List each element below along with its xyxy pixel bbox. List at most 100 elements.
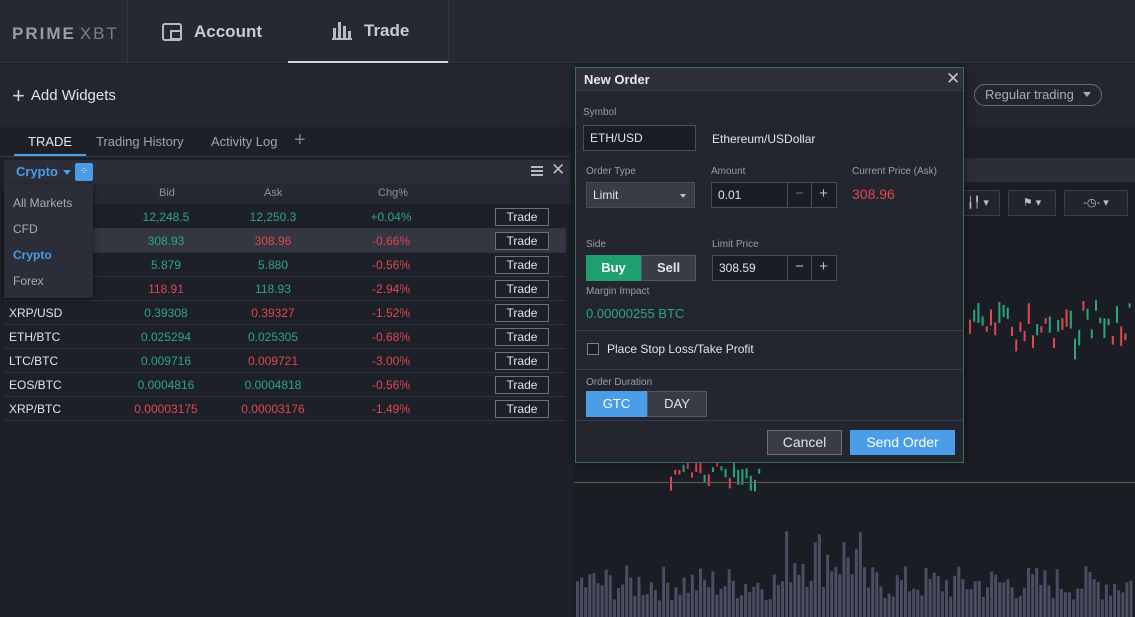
- dropdown-item-all-markets[interactable]: All Markets: [13, 196, 73, 210]
- indicator-button[interactable]: ⚑ ▾: [1008, 190, 1056, 216]
- wallet-icon: [162, 22, 182, 41]
- volume-bar: [645, 594, 649, 617]
- order-type-select[interactable]: Limit: [586, 182, 695, 208]
- add-tab-icon[interactable]: +: [294, 129, 306, 151]
- row-ask: 0.00003176: [241, 402, 305, 416]
- volume-bar: [826, 554, 830, 617]
- limit-price-increment-button[interactable]: +: [811, 256, 835, 280]
- cancel-button[interactable]: Cancel: [767, 430, 842, 455]
- candle: [1048, 316, 1051, 333]
- trade-button[interactable]: Trade: [495, 256, 549, 274]
- candle: [712, 467, 714, 473]
- table-row[interactable]: 308.93 308.96 -0.66% Trade: [4, 229, 566, 253]
- tab-activity-log[interactable]: Activity Log: [211, 134, 278, 149]
- buy-button[interactable]: Buy: [586, 255, 641, 281]
- volume-bar: [735, 598, 739, 617]
- chevron-down-icon: [62, 170, 71, 176]
- market-filter-dropdown: All Markets CFD Crypto Forex: [4, 184, 93, 298]
- volume-bar: [916, 589, 920, 617]
- candle: [686, 462, 689, 469]
- candle: [678, 469, 681, 475]
- amount-input[interactable]: 0.01: [718, 188, 742, 202]
- stop-loss-checkbox[interactable]: [587, 343, 599, 355]
- hamburger-menu-icon[interactable]: [531, 166, 543, 176]
- volume-bar: [789, 582, 793, 617]
- volume-bar: [617, 587, 620, 617]
- row-bid: 308.93: [147, 234, 185, 248]
- candle: [1057, 319, 1060, 332]
- row-symbol: XRP/USD: [9, 306, 63, 320]
- volume-bar: [633, 595, 637, 617]
- trade-button[interactable]: Trade: [495, 328, 549, 346]
- candle: [1015, 339, 1018, 352]
- limit-price-input[interactable]: 308.59: [719, 261, 756, 275]
- limit-price-decrement-button[interactable]: −: [787, 256, 811, 280]
- tab-trade[interactable]: TRADE: [13, 134, 87, 156]
- symbol-input[interactable]: ETH/USD: [583, 125, 696, 151]
- close-icon[interactable]: ✕: [946, 69, 961, 88]
- table-row[interactable]: XRP/USD 0.39308 0.39327 -1.52% Trade: [4, 301, 566, 325]
- nav-divider: [127, 0, 128, 63]
- sell-button[interactable]: Sell: [641, 255, 696, 281]
- table-row[interactable]: 12,248.5 12,250.3 +0.04% Trade: [4, 205, 566, 229]
- gtc-button[interactable]: GTC: [586, 391, 647, 417]
- volume-bar: [887, 593, 891, 617]
- trade-button[interactable]: Trade: [495, 400, 549, 418]
- order-type-label: Order Type: [586, 166, 636, 177]
- candle: [1019, 321, 1022, 332]
- candle: [691, 472, 693, 478]
- row-symbol: LTC/BTC: [9, 354, 59, 368]
- volume-bar: [785, 531, 789, 617]
- nav-tab-trade[interactable]: Trade: [288, 0, 448, 63]
- row-bid: 12,248.5: [142, 210, 190, 224]
- candle: [674, 469, 677, 475]
- volume-bar: [842, 542, 846, 617]
- volume-bar: [1076, 588, 1080, 617]
- limit-price-stepper[interactable]: 308.59 − +: [712, 255, 837, 281]
- row-bid: 0.025294: [140, 330, 192, 344]
- dropdown-item-cfd[interactable]: CFD: [13, 222, 38, 236]
- dropdown-item-forex[interactable]: Forex: [13, 274, 44, 288]
- amount-stepper[interactable]: 0.01 − +: [711, 182, 837, 208]
- add-widgets-button[interactable]: + Add Widgets: [12, 84, 116, 106]
- volume-bar: [1100, 599, 1104, 617]
- table-row[interactable]: EOS/BTC 0.0004816 0.0004818 -0.56% Trade: [4, 373, 566, 397]
- volume-bar: [727, 569, 731, 617]
- prime-xbt-logo[interactable]: PRIME XBT: [12, 24, 119, 44]
- candle: [1006, 307, 1009, 320]
- table-row[interactable]: ETH/BTC 0.025294 0.025305 -0.68% Trade: [4, 325, 566, 349]
- send-order-button[interactable]: Send Order: [850, 430, 955, 455]
- trade-button[interactable]: Trade: [495, 208, 549, 226]
- volume-bar: [879, 586, 883, 617]
- regular-trading-select[interactable]: Regular trading: [974, 84, 1102, 106]
- trade-button[interactable]: Trade: [495, 304, 549, 322]
- column-bid: Bid: [159, 187, 175, 199]
- table-row[interactable]: XRP/BTC 0.00003175 0.00003176 -1.49% Trade: [4, 397, 566, 421]
- volume-bar: [1117, 590, 1121, 617]
- volume-bar: [629, 577, 633, 617]
- candle: [973, 309, 976, 322]
- close-icon[interactable]: ✕: [551, 160, 566, 179]
- amount-increment-button[interactable]: +: [811, 183, 835, 207]
- trade-button[interactable]: Trade: [495, 280, 549, 298]
- tab-trading-history[interactable]: Trading History: [96, 134, 184, 149]
- table-row[interactable]: 118.91 118.93 -2.94% Trade: [4, 277, 566, 301]
- dropdown-item-crypto[interactable]: Crypto: [13, 248, 52, 262]
- filter-settings-icon[interactable]: ⁘: [75, 163, 93, 181]
- volume-bar: [641, 595, 645, 617]
- table-row[interactable]: 5.879 5.880 -0.56% Trade: [4, 253, 566, 277]
- trade-button[interactable]: Trade: [495, 352, 549, 370]
- nav-tab-account[interactable]: Account: [140, 0, 288, 63]
- volume-bar: [592, 573, 596, 617]
- candle: [749, 475, 752, 491]
- volume-bar: [994, 574, 998, 617]
- trade-button[interactable]: Trade: [495, 376, 549, 394]
- timeframe-button[interactable]: -◷- ▾: [1064, 190, 1128, 216]
- table-row[interactable]: LTC/BTC 0.009716 0.009721 -3.00% Trade: [4, 349, 566, 373]
- candle: [1078, 329, 1081, 346]
- day-button[interactable]: DAY: [647, 391, 707, 417]
- trade-button[interactable]: Trade: [495, 232, 549, 250]
- amount-decrement-button[interactable]: −: [787, 183, 811, 207]
- candle: [716, 461, 719, 467]
- market-filter-select[interactable]: Crypto: [16, 164, 71, 179]
